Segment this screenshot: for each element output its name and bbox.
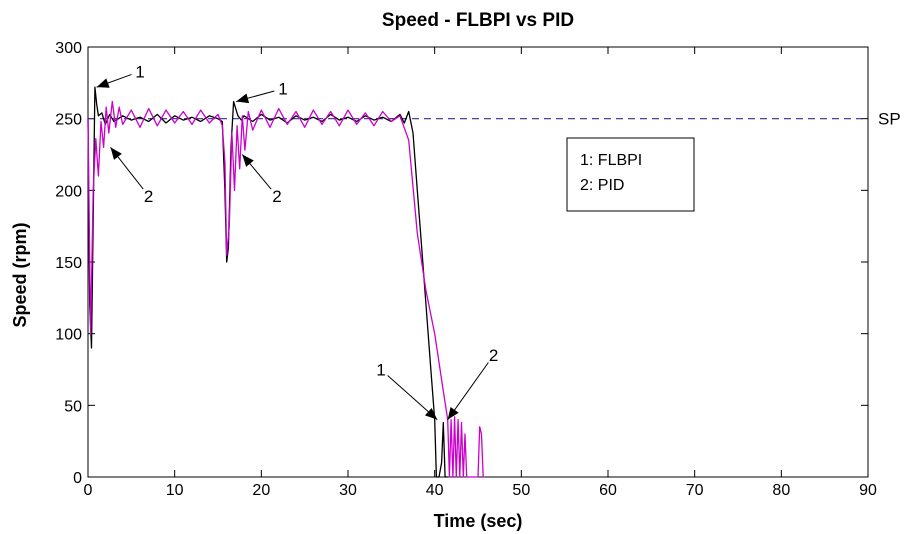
- legend: 1: FLBPI 2: PID: [566, 137, 695, 212]
- x-tick-label: 70: [686, 482, 704, 499]
- annotation-arrowhead: [447, 406, 459, 420]
- y-tick-label: 100: [55, 327, 82, 344]
- x-tick-label: 30: [339, 482, 357, 499]
- legend-box: [566, 137, 695, 212]
- y-tick-label: 300: [55, 40, 82, 57]
- annotation-label: 2: [144, 187, 153, 206]
- x-tick-label: 90: [859, 482, 877, 499]
- setpoint-group: SP: [88, 110, 901, 129]
- annotation-arrowhead: [110, 147, 122, 160]
- annotation-label: 1: [376, 361, 385, 380]
- annotation-arrowhead: [242, 154, 254, 167]
- x-tick-label: 50: [512, 482, 530, 499]
- plot-area-frame: [87, 46, 869, 478]
- legend-entry-flbpi: 1: FLBPI: [580, 152, 642, 169]
- y-tick-label: 150: [55, 255, 82, 272]
- annotation-label: 2: [489, 346, 498, 365]
- annotation-label: 1: [278, 80, 287, 99]
- y-tick-label: 250: [55, 112, 82, 129]
- y-tick-label: 0: [73, 470, 82, 487]
- setpoint-label: SP: [878, 110, 901, 129]
- y-tick-label: 50: [64, 398, 82, 415]
- x-tick-label: 20: [252, 482, 270, 499]
- x-tick-label: 40: [426, 482, 444, 499]
- y-tick-label: 200: [55, 183, 82, 200]
- annotation-label: 2: [272, 187, 281, 206]
- x-axis-label: Time (sec): [434, 511, 523, 531]
- annotation-group: 1 2 1 2 1 2: [96, 62, 498, 421]
- x-tick-label: 0: [84, 482, 93, 499]
- annotation-arrowhead: [96, 78, 110, 88]
- chart-title: Speed - FLBPI vs PID: [382, 10, 574, 31]
- x-tick-label: 80: [772, 482, 790, 499]
- x-tick-label: 10: [166, 482, 184, 499]
- axis-ticks: 0 10 20 30 40 50 60 70 80 90 0 50 100 150 200 250 300: [55, 40, 877, 499]
- series-line-flbpi: [87, 86, 448, 478]
- y-axis-label: Speed (rpm): [10, 222, 30, 327]
- annotation-label: 1: [135, 62, 144, 81]
- series-line-pid: [87, 100, 485, 478]
- series-group: [87, 86, 485, 478]
- legend-entry-pid: 2: PID: [580, 177, 624, 194]
- annotation-arrowhead: [236, 93, 250, 104]
- x-tick-label: 60: [599, 482, 617, 499]
- annotation-arrowhead: [424, 407, 438, 420]
